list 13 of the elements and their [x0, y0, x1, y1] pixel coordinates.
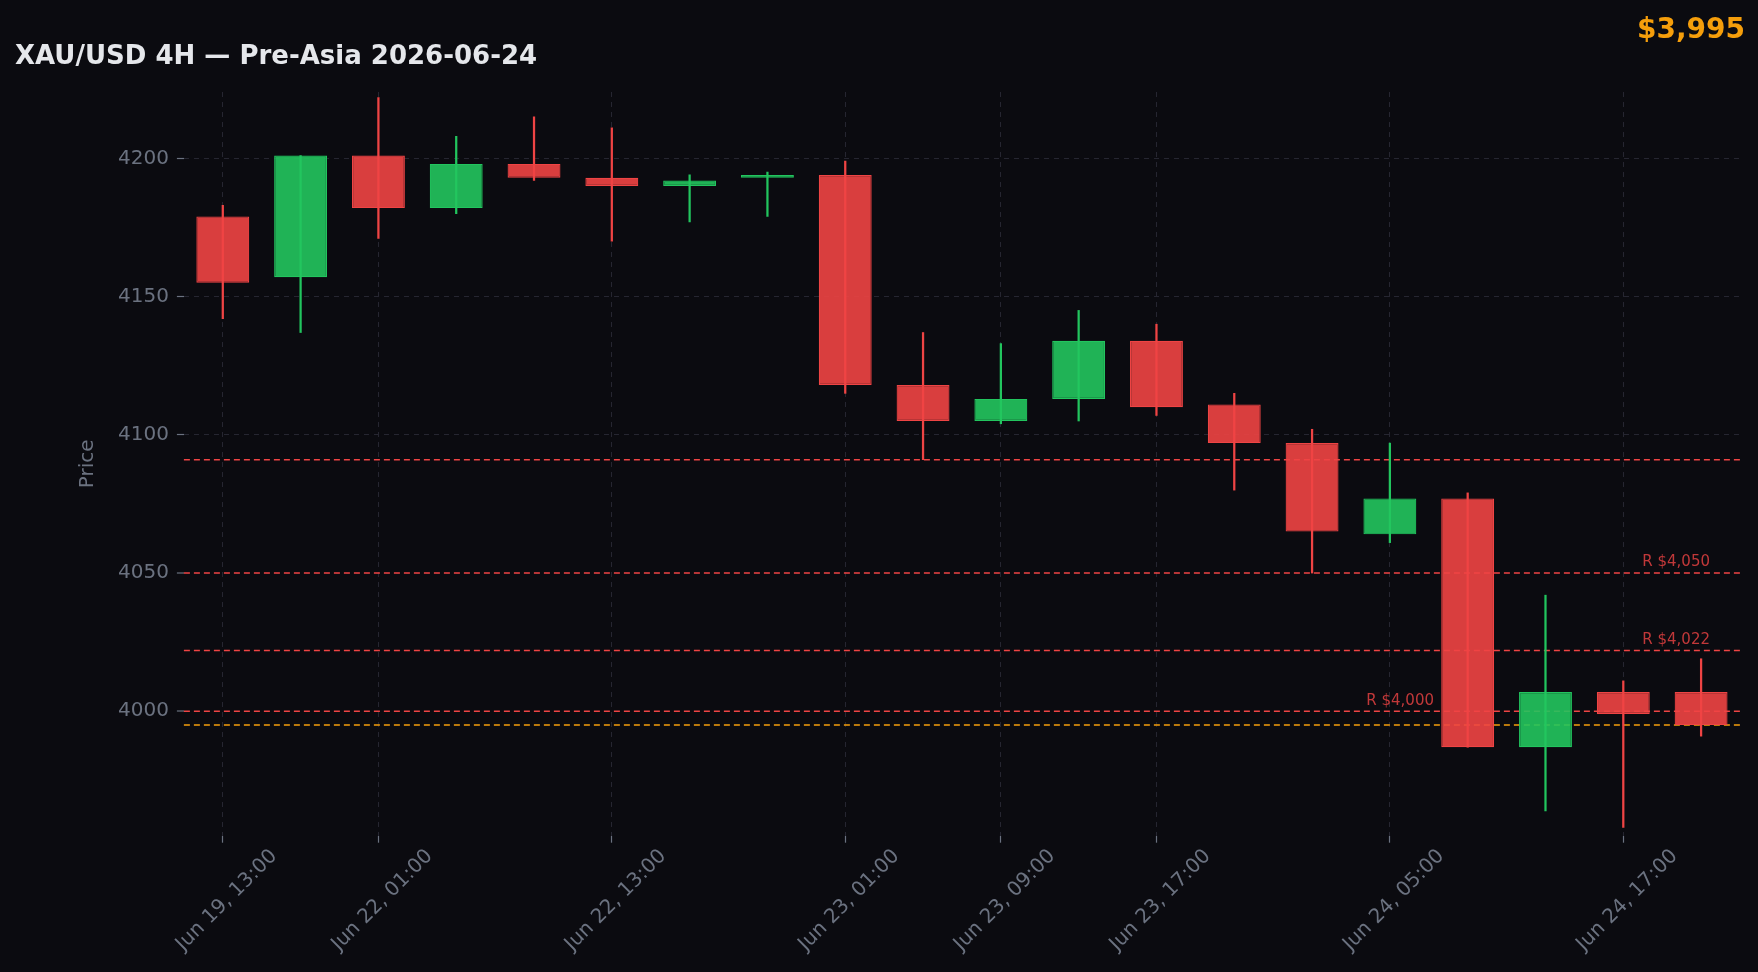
- y-tick-label: 4000: [117, 697, 169, 722]
- chart-title: XAU/USD 4H — Pre-Asia 2026-06-24: [15, 40, 538, 70]
- y-tick-label: 4050: [117, 559, 169, 584]
- candlestick: [740, 171, 794, 217]
- ref-line-label: R $4,000: [1366, 690, 1435, 709]
- y-tick-label: 4200: [117, 144, 169, 169]
- y-tick-label: 4100: [117, 421, 169, 446]
- candlestick: [1519, 594, 1572, 812]
- ref-line-label: R $4,022: [1642, 629, 1711, 648]
- y-axis-title: Price: [74, 439, 99, 489]
- y-tick-label: 4150: [117, 282, 169, 307]
- ref-line-label: R $4,050: [1642, 552, 1711, 571]
- text: $3,995: [1636, 12, 1745, 45]
